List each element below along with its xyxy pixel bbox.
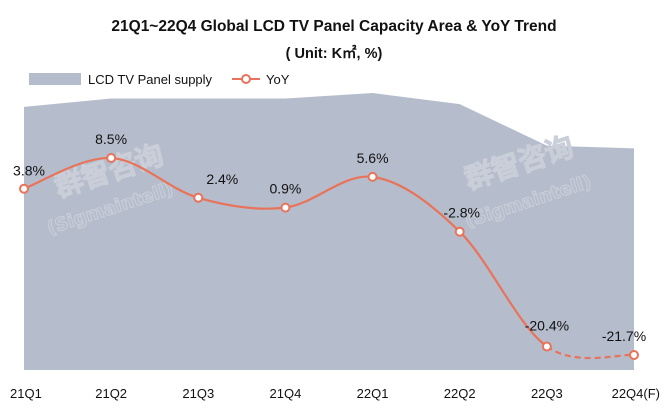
chart-subtitle-unit: ( Unit: K㎡, %) — [285, 46, 383, 62]
x-tick-label: 21Q4 — [270, 386, 302, 401]
x-tick-label: 22Q4(F) — [612, 386, 660, 401]
yoy-point — [629, 350, 639, 360]
x-tick-label: 21Q2 — [95, 386, 127, 401]
x-tick-label: 21Q3 — [182, 386, 214, 401]
x-tick-label: 22Q2 — [444, 386, 476, 401]
data-label: 3.8% — [13, 163, 45, 179]
data-label: -2.8% — [443, 205, 480, 221]
data-label: 0.9% — [269, 181, 301, 197]
yoy-point — [19, 183, 29, 194]
yoy-line-forecast — [546, 345, 635, 360]
yoy-point — [106, 153, 117, 163]
data-label: 8.5% — [95, 131, 127, 147]
yoy-point — [454, 226, 465, 237]
tick-layer: 21Q1 21Q2 21Q3 21Q4 22Q1 22Q2 22Q3 22Q4(F) — [10, 386, 660, 401]
legend-label-supply: LCD TV Panel supply — [88, 72, 213, 87]
x-tick-label: 22Q3 — [531, 386, 563, 401]
chart-title: 21Q1~22Q4 Global LCD TV Panel Capacity A… — [111, 18, 557, 35]
yoy-point — [541, 341, 552, 352]
legend-label-yoy: YoY — [266, 72, 290, 87]
line-layer — [19, 153, 639, 360]
data-label: -21.7% — [602, 328, 646, 344]
legend: LCD TV Panel supply YoY — [29, 72, 290, 87]
legend-swatch-supply — [29, 73, 81, 85]
legend-marker-yoy — [241, 74, 251, 84]
data-label: 5.6% — [357, 150, 389, 166]
area-layer — [24, 93, 634, 370]
x-tick-label: 21Q1 — [10, 386, 42, 401]
data-label: 2.4% — [206, 171, 238, 187]
data-label: -20.4% — [525, 318, 569, 334]
area-supply — [24, 93, 634, 370]
yoy-point — [367, 171, 378, 182]
yoy-point — [280, 202, 291, 213]
x-tick-label: 22Q1 — [357, 386, 389, 401]
label-layer: 3.8% 8.5% 2.4% 0.9% 5.6% -2.8% -20.4% -21.7% — [13, 131, 646, 344]
yoy-point — [193, 192, 204, 203]
